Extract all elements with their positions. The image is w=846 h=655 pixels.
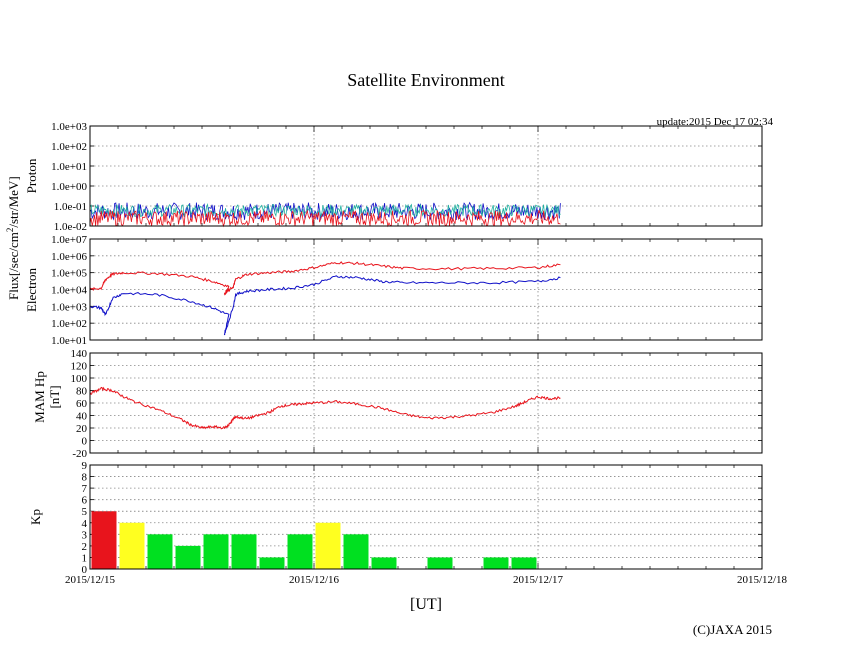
y-tick-label: 1.0e-01 — [54, 201, 87, 213]
y-tick-label: 1.0e+05 — [51, 268, 87, 280]
y-tick-label: 1.0e-02 — [54, 221, 87, 233]
x-tick-label: 2015/12/15 — [65, 574, 116, 586]
y-tick-label: 2 — [82, 541, 88, 553]
y-tick-label: 1 — [82, 552, 88, 564]
y-tick-label: 4 — [82, 518, 88, 530]
kp-bar — [91, 511, 117, 569]
mam-unit-label: [nT] — [47, 385, 62, 408]
series-line — [89, 261, 561, 296]
y-tick-label: 20 — [76, 423, 88, 435]
y-tick-label: 8 — [82, 472, 88, 484]
y-tick-label: 1.0e+03 — [51, 121, 87, 133]
y-tick-label: 60 — [76, 398, 88, 410]
y-tick-label: -20 — [72, 448, 87, 460]
panel-frame — [89, 238, 763, 341]
kp-bar — [203, 534, 229, 569]
kp-bar — [511, 557, 537, 569]
kp-bar — [483, 557, 509, 569]
panel-frame — [89, 352, 763, 454]
flux-axis-label-end: /str/MeV] — [6, 176, 21, 227]
y-tick-label: 7 — [82, 483, 88, 495]
panel-frame — [89, 125, 763, 227]
flux-axis-label-main: Flux[/sec/cm — [6, 232, 21, 300]
y-tick-label: 1.0e+00 — [51, 181, 87, 193]
x-tick-label: 2015/12/18 — [737, 574, 788, 586]
y-tick-label: 120 — [71, 361, 88, 373]
y-tick-label: 1.0e+02 — [51, 318, 87, 330]
panel-electron: 1.0e+07 1.0e+06 1.0e+05 1.0e+04 1.0e+03 1.0e+… — [51, 234, 763, 347]
series-line — [89, 209, 561, 228]
kp-bar — [315, 522, 341, 569]
series-line — [89, 275, 561, 336]
x-tick-label: 2015/12/17 — [513, 574, 564, 586]
update-timestamp: update:2015 Dec 17 02:34 — [657, 116, 774, 128]
y-tick-label: 1.0e+04 — [51, 285, 87, 297]
y-tick-label: 0 — [82, 436, 88, 448]
proton-axis-label: Proton — [24, 158, 39, 193]
kp-axis-label: Kp — [28, 509, 43, 525]
panel-proton: 1.0e+03 1.0e+02 1.0e+01 1.0e+00 1.0e-01 1.0e-… — [51, 121, 763, 233]
y-tick-label: 5 — [82, 506, 88, 518]
kp-bar — [147, 534, 173, 569]
panel-frame — [89, 464, 763, 570]
kp-bar — [175, 545, 201, 569]
kp-bar — [119, 522, 145, 569]
y-tick-label: 3 — [82, 529, 88, 541]
y-tick-label: 40 — [76, 411, 88, 423]
y-tick-label: 0 — [82, 564, 88, 576]
y-tick-label: 80 — [76, 386, 88, 398]
flux-axis-label: Flux[/sec/cm2/str/MeV] — [5, 176, 21, 300]
y-tick-label: 140 — [71, 348, 88, 360]
kp-bar — [343, 534, 369, 569]
mam-axis-label: MAM Hp — [32, 371, 47, 423]
x-tick-label: 2015/12/16 — [289, 574, 340, 586]
kp-bar — [231, 534, 257, 569]
y-tick-label: 6 — [82, 495, 88, 507]
y-tick-label: 1.0e+01 — [51, 161, 87, 173]
electron-axis-label: Electron — [24, 267, 39, 312]
x-axis-label: [UT] — [410, 596, 442, 613]
series-line — [89, 386, 561, 430]
flux-axis-label-sup: 2 — [5, 228, 15, 233]
y-tick-label: 1.0e+07 — [51, 234, 87, 246]
y-tick-label: 100 — [71, 373, 88, 385]
series-line — [89, 202, 561, 218]
y-tick-label: 1.0e+03 — [51, 301, 87, 313]
chart-title: Satellite Environment — [347, 70, 504, 90]
y-tick-label: 1.0e+06 — [51, 251, 87, 263]
y-tick-label: 9 — [82, 460, 88, 472]
kp-bar — [427, 557, 453, 569]
x-tick-labels: 2015/12/15 2015/12/16 2015/12/17 2015/12/18 — [65, 574, 788, 586]
kp-bar — [259, 557, 285, 569]
copyright: (C)JAXA 2015 — [693, 622, 772, 637]
y-tick-label: 1.0e+01 — [51, 335, 87, 347]
kp-bar — [287, 534, 313, 569]
y-tick-label: 1.0e+02 — [51, 141, 87, 153]
chart-panels: 1.0e+03 1.0e+02 1.0e+01 1.0e+00 1.0e-01 1.0e-… — [51, 121, 763, 576]
kp-bar — [371, 557, 397, 569]
